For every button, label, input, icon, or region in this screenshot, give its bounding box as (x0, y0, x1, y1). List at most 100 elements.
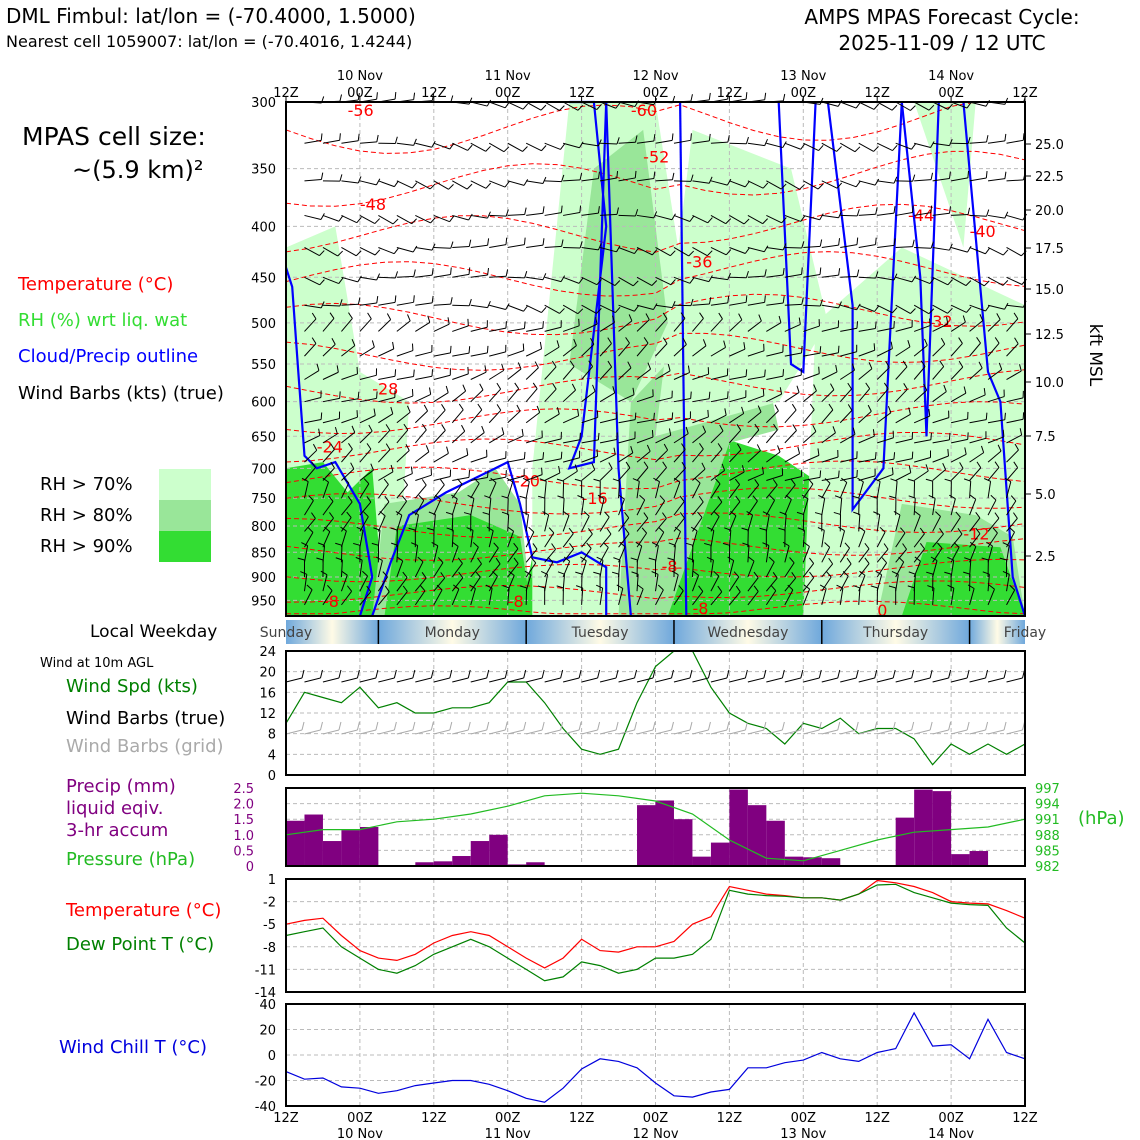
wind-barb-feather (798, 317, 801, 325)
wind-barb-feather (859, 570, 866, 576)
wind-barb-feather (427, 315, 431, 323)
wind-barb-feather (898, 556, 905, 563)
wind-barb-feather (818, 494, 825, 499)
wind-barb-staff (451, 514, 454, 532)
wind-barb-staff (544, 514, 550, 532)
wind-barb-staff (655, 318, 668, 332)
temp-tick-label: -8 (263, 941, 276, 956)
wind-barb-feather (764, 269, 767, 277)
wind-barb-staff (858, 587, 861, 605)
wind-barb-feather (391, 542, 398, 546)
wind-barb-staff (692, 345, 707, 357)
wind-barb-feather (935, 511, 941, 517)
wind-barb-feather (453, 584, 460, 590)
wind-barb-feather (892, 307, 898, 314)
wind-barb-feather (864, 542, 870, 550)
wind-barb-feather (772, 479, 778, 486)
temp-contour-label: -56 (348, 101, 374, 120)
wind-barb-feather (541, 307, 547, 313)
wind-barb-staff (599, 101, 617, 109)
wind-barb-feather (792, 424, 797, 431)
wind-barb-staff (544, 326, 562, 332)
wind-barb-staff (562, 142, 580, 149)
wind-barb-feather (542, 452, 545, 460)
surface-wind-barb-feather (319, 721, 323, 731)
surface-wind-barb (747, 677, 764, 683)
wind-barb-feather (362, 570, 368, 577)
wind-barb-feather (461, 424, 466, 432)
wind-barb-feather (469, 584, 476, 589)
wind-barb-staff (950, 392, 967, 403)
surface-wind-barb (544, 677, 561, 683)
wind-barb-feather (558, 465, 561, 474)
wind-barb-feather (556, 478, 564, 482)
wind-barb-feather (458, 571, 464, 579)
wind-barb-staff (932, 212, 950, 216)
wind-barb-feather (407, 314, 411, 322)
top-hour-label: 00Z (643, 86, 669, 101)
wind-barb-staff (858, 388, 871, 403)
wind-barb-staff (341, 431, 356, 444)
wind-barb-feather (563, 556, 570, 562)
wind-barb-feather (748, 556, 755, 562)
pressure-tick-label: 400 (251, 220, 276, 235)
wind-barb-feather (597, 494, 605, 500)
wind-barb-feather (468, 470, 471, 478)
wind-barb-staff (303, 545, 309, 563)
wind-barb-staff (932, 498, 936, 516)
wind-barb-feather (466, 527, 474, 531)
wind-barb-staff (728, 515, 737, 532)
wind-barb-staff (858, 142, 874, 152)
wind-barb-staff (544, 180, 562, 183)
wind-barb-feather (542, 238, 545, 246)
wind-barb-staff (729, 484, 741, 499)
wind-barb-staff (489, 327, 507, 332)
wind-barb-staff (378, 429, 391, 444)
wind-barb-feather (912, 174, 916, 182)
wind-barb-staff (433, 323, 450, 332)
surface-wind-barb (692, 677, 709, 683)
wind-barb-staff (618, 588, 624, 606)
wind-barb-staff (304, 370, 320, 380)
wind-barb-staff (987, 369, 1003, 380)
wind-barb-feather (790, 478, 796, 486)
wind-barb-staff (1006, 545, 1010, 563)
wind-barb-feather (532, 543, 538, 550)
wind-barb-feather (479, 383, 484, 391)
surface-wind-barb-feather (948, 721, 952, 731)
wind-barb-feather (949, 138, 953, 146)
wind-barb-staff (415, 246, 433, 251)
wind-barb-staff (341, 501, 353, 516)
wind-barb-feather (958, 360, 964, 368)
wind-barb-staff (488, 530, 494, 548)
wind-barb-staff (839, 563, 852, 578)
wind-barb-feather (976, 461, 982, 469)
surface-wind-barb-feather (966, 721, 970, 731)
wind-barb-staff (1006, 276, 1023, 285)
bottom-hour-label: 12Z (717, 1111, 743, 1126)
rh-region (286, 462, 385, 616)
wind-barb-staff (470, 432, 485, 444)
temp-contour-line (285, 293, 1026, 336)
surface-wind-barb (877, 677, 894, 683)
local-weekday-label: Local Weekday (90, 622, 218, 642)
wind-barb-staff (747, 591, 759, 606)
wind-barb-staff (396, 429, 409, 444)
wind-barb-feather (351, 338, 356, 346)
wind-barb-feather (930, 241, 934, 249)
wind-barb-staff (618, 304, 635, 312)
surface-wind-barb (378, 729, 395, 735)
wind-barb-feather (403, 423, 409, 431)
wind-barb-feather (893, 452, 896, 460)
precip-bar (673, 819, 693, 866)
pressure-unit-label: (hPa) (1078, 808, 1125, 829)
wind-barb-staff (451, 483, 463, 499)
wind-barb-feather (521, 428, 524, 436)
wind-barb-staff (729, 471, 745, 481)
wind-barb-staff (452, 142, 468, 151)
top-day-label: 12 Nov (632, 69, 678, 84)
wind-barb-feather (317, 542, 325, 546)
wind-barb-staff (692, 303, 710, 306)
wind-barb-staff (415, 451, 430, 463)
wind-barb-feather (959, 462, 964, 469)
